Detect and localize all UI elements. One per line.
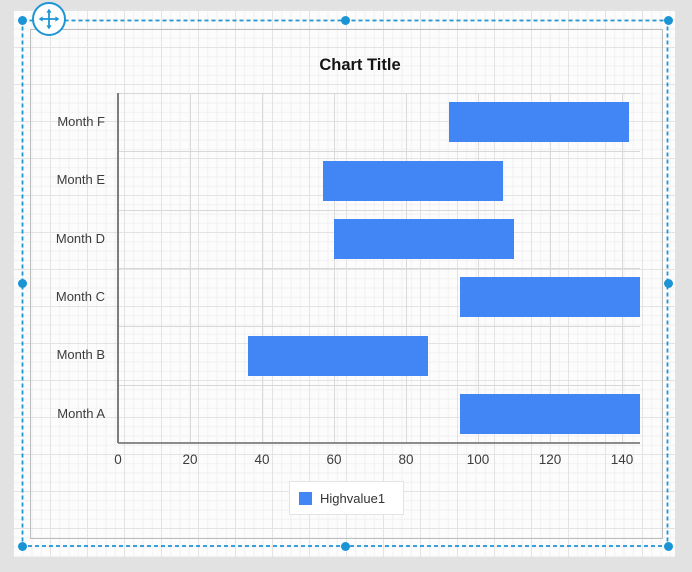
range-bar-segment[interactable]: [460, 393, 640, 434]
x-axis-tick-label: 100: [466, 452, 490, 467]
y-axis-category-label: Month D: [55, 230, 105, 246]
selection-resize-handle[interactable]: [17, 15, 27, 25]
legend-series-label: Highvalue1: [320, 490, 386, 506]
category-gridline: [118, 268, 640, 269]
category-gridline: [118, 209, 640, 211]
y-axis-line: [117, 93, 119, 443]
y-axis-category-label: Month C: [55, 289, 105, 304]
x-axis-tick-label: 120: [538, 452, 562, 467]
category-gridline: [118, 93, 640, 94]
category-gridline: [118, 326, 640, 328]
selection-resize-handle[interactable]: [17, 278, 27, 288]
selection-resize-handle[interactable]: [340, 15, 350, 25]
move-arrows-icon: [38, 8, 60, 30]
x-axis-tick-label: 80: [398, 452, 414, 467]
selection-resize-handle[interactable]: [663, 541, 673, 551]
selection-resize-handle[interactable]: [17, 541, 27, 551]
range-bar-segment[interactable]: [247, 335, 428, 376]
x-axis-tick-label: 60: [326, 452, 342, 467]
move-drag-handle[interactable]: [32, 2, 66, 36]
range-bar-segment[interactable]: [323, 160, 504, 201]
category-gridline: [118, 384, 640, 386]
chart-legend[interactable]: Highvalue1: [289, 481, 404, 515]
range-bar-segment[interactable]: [449, 102, 630, 143]
y-axis-category-label: Month A: [57, 405, 105, 421]
selection-resize-handle[interactable]: [340, 541, 350, 551]
chart-title: Chart Title: [319, 56, 401, 74]
range-bar-segment[interactable]: [334, 218, 514, 259]
legend-color-swatch: [299, 491, 312, 505]
x-axis-tick-label: 140: [610, 452, 634, 467]
x-axis-tick-label: 40: [254, 452, 270, 467]
x-axis-line: [118, 442, 640, 444]
selection-resize-handle[interactable]: [663, 15, 673, 25]
y-axis-category-label: Month E: [56, 172, 105, 188]
selection-resize-handle[interactable]: [663, 278, 673, 288]
y-axis-category-label: Month B: [56, 347, 105, 363]
x-axis-tick-label: 20: [182, 452, 198, 467]
category-gridline: [118, 151, 640, 153]
range-bar-segment[interactable]: [460, 277, 640, 318]
x-axis-tick-label: 0: [114, 452, 122, 467]
y-axis-category-label: Month F: [57, 114, 105, 129]
